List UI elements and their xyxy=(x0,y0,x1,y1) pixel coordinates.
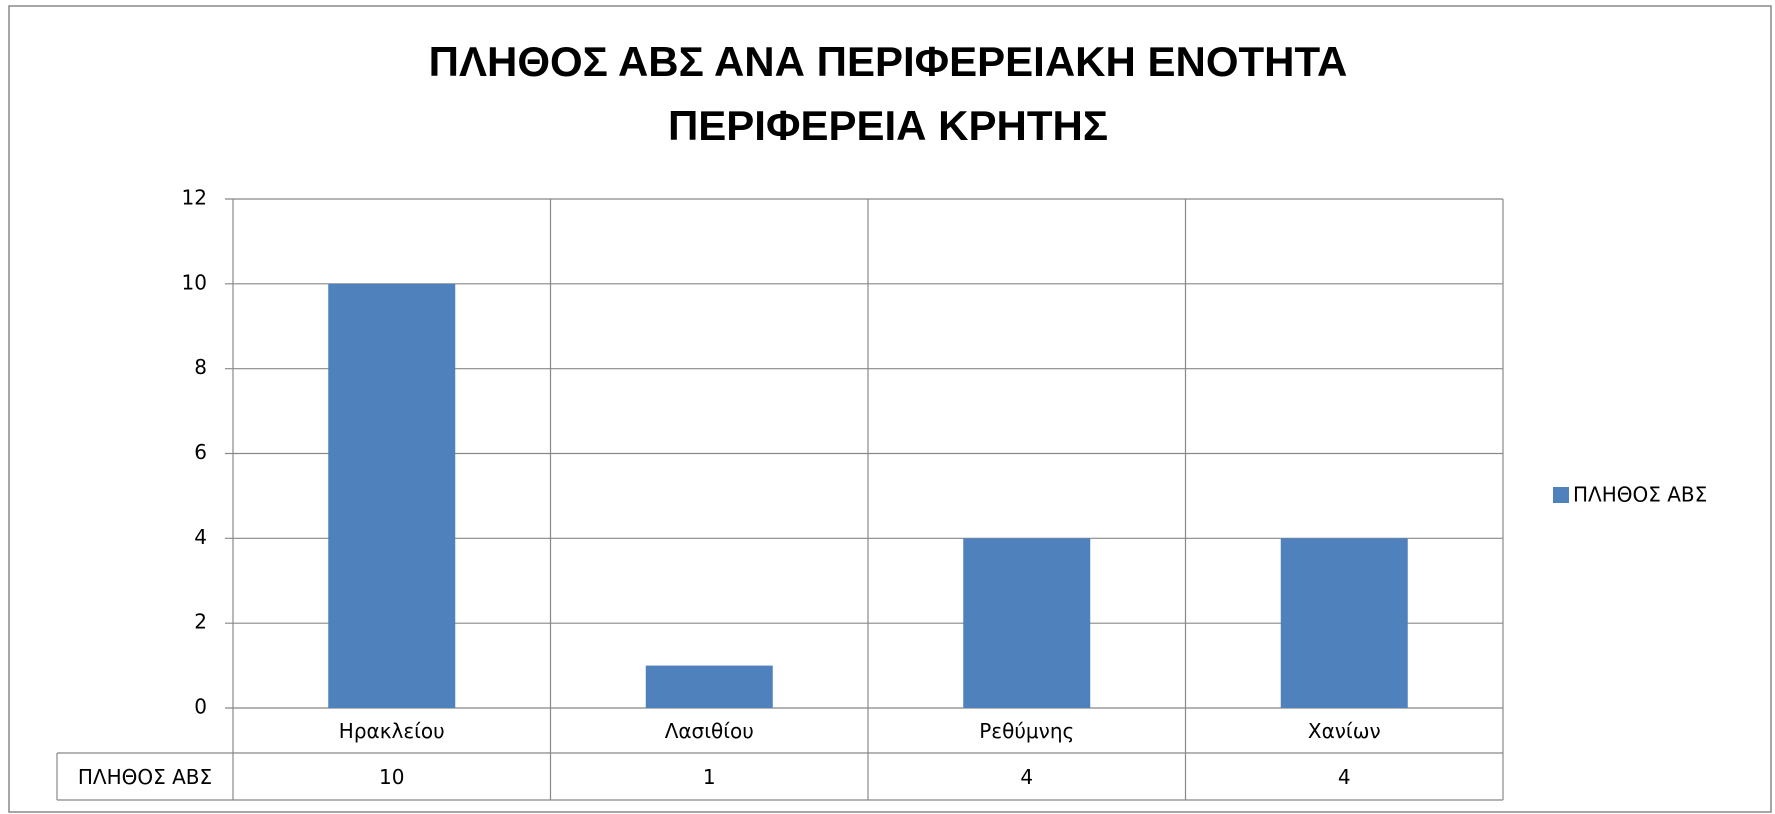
table-row-header: ΠΛΗΘΟΣ ΑΒΣ xyxy=(78,765,212,789)
table-value: 10 xyxy=(379,765,404,789)
y-tick-label: 2 xyxy=(194,610,207,634)
x-tick-label: Ηρακλείου xyxy=(339,719,445,743)
bar xyxy=(328,283,456,708)
x-tick-label: Χανίων xyxy=(1308,719,1381,743)
y-tick-label: 8 xyxy=(194,355,207,379)
y-tick-label: 4 xyxy=(194,525,207,549)
x-tick-label: Λασιθίου xyxy=(665,719,754,743)
legend-label: ΠΛΗΘΟΣ ΑΒΣ xyxy=(1573,483,1707,507)
y-tick-label: 12 xyxy=(182,186,207,210)
table-value: 4 xyxy=(1338,765,1351,789)
y-tick-label: 6 xyxy=(194,440,207,464)
bar xyxy=(1280,538,1408,708)
table-value: 4 xyxy=(1020,765,1033,789)
chart-border xyxy=(8,5,1772,813)
y-tick-label: 10 xyxy=(182,270,207,294)
chart-title: ΠΛΗΘΟΣ ΑΒΣ ΑΝΑ ΠΕΡΙΦΕΡΕΙΑΚΗ ΕΝΟΤΗΤΑ xyxy=(429,38,1348,85)
x-tick-label: Ρεθύμνης xyxy=(979,719,1074,743)
chart-subtitle: ΠΕΡΙΦΕΡΕΙΑ ΚΡΗΤΗΣ xyxy=(668,102,1108,149)
table-value: 1 xyxy=(703,765,716,789)
y-tick-label: 0 xyxy=(194,695,207,719)
legend-swatch xyxy=(1553,487,1569,503)
bar xyxy=(645,665,773,708)
bar xyxy=(963,538,1091,708)
